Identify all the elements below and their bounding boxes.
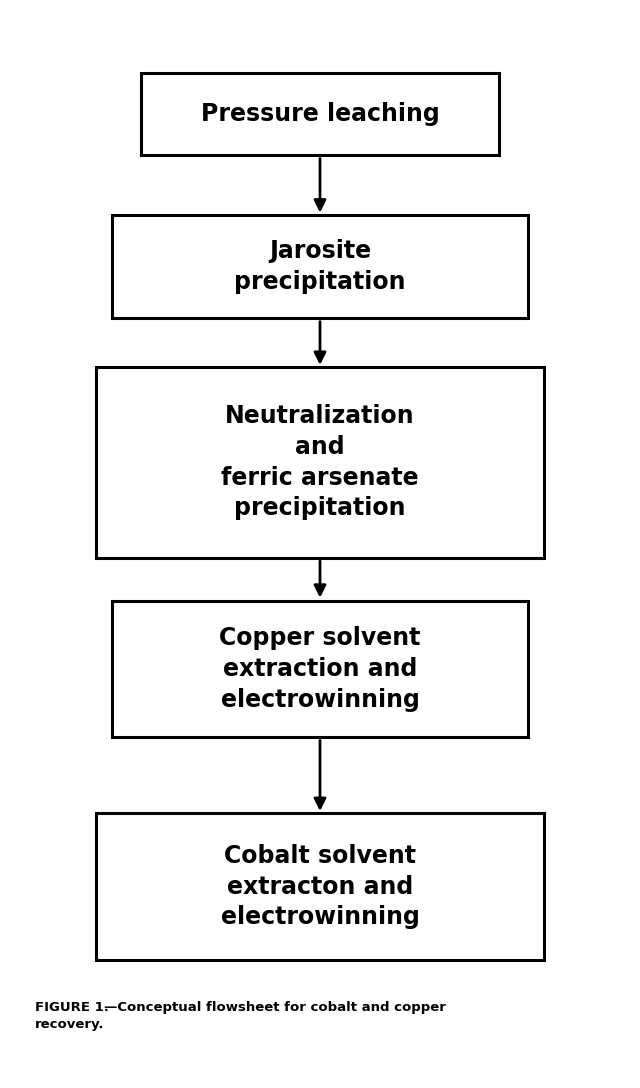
Bar bbox=[141, 74, 499, 154]
Text: Pressure leaching: Pressure leaching bbox=[200, 102, 440, 126]
Text: Cobalt solvent
extracton and
electrowinning: Cobalt solvent extracton and electrowinn… bbox=[221, 844, 419, 929]
Bar bbox=[112, 601, 528, 738]
Text: FIGURE 1.: FIGURE 1. bbox=[35, 1001, 109, 1014]
Text: Jarosite
precipitation: Jarosite precipitation bbox=[234, 239, 406, 294]
Text: —Conceptual flowsheet for cobalt and copper: —Conceptual flowsheet for cobalt and cop… bbox=[104, 1001, 446, 1014]
Bar bbox=[96, 814, 544, 961]
Text: Neutralization
and
ferric arsenate
precipitation: Neutralization and ferric arsenate preci… bbox=[221, 405, 419, 520]
Bar bbox=[112, 215, 528, 318]
Bar bbox=[96, 368, 544, 557]
Text: Copper solvent
extraction and
electrowinning: Copper solvent extraction and electrowin… bbox=[220, 627, 420, 712]
Text: recovery.: recovery. bbox=[35, 1018, 105, 1031]
